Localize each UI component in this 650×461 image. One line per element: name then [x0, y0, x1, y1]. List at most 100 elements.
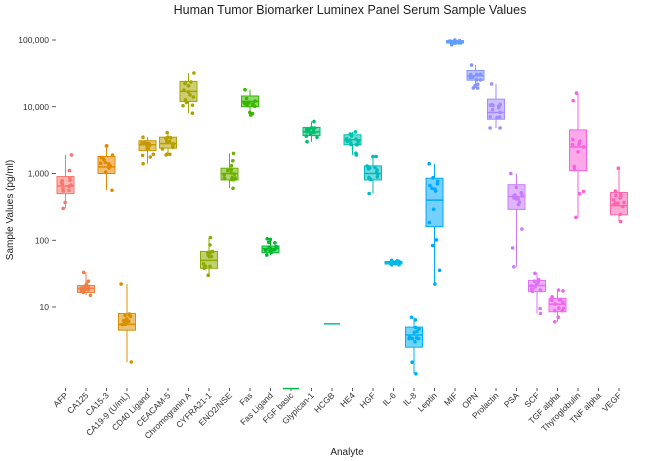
box-24 [548, 288, 567, 324]
data-point [267, 245, 272, 249]
data-point [201, 262, 206, 266]
box-10 [261, 237, 280, 257]
data-point [375, 172, 380, 176]
data-point [611, 198, 616, 202]
data-point [208, 235, 213, 240]
data-point [416, 336, 421, 341]
x-tick-label: HCGB [312, 390, 337, 415]
data-point [165, 152, 169, 156]
data-point [273, 241, 277, 245]
x-tick-label: VEGF [600, 390, 623, 413]
data-point [576, 150, 580, 154]
box-27 [610, 166, 628, 224]
box-14 [343, 130, 362, 157]
data-point [160, 147, 165, 151]
data-point [268, 237, 273, 242]
box-1 [77, 270, 95, 298]
data-point [61, 206, 65, 211]
data-point [468, 72, 473, 77]
data-point [354, 151, 358, 155]
data-point [248, 110, 252, 115]
data-point [453, 41, 458, 45]
data-point [348, 138, 353, 143]
data-point [67, 168, 72, 173]
data-point [489, 82, 494, 86]
data-point [110, 153, 115, 157]
data-point [189, 80, 193, 84]
data-point [163, 136, 168, 141]
data-point [141, 161, 145, 166]
data-point [412, 330, 417, 335]
data-point [222, 176, 227, 180]
y-tick-label: 1,000 [28, 169, 50, 179]
data-point [250, 111, 255, 116]
data-point [414, 372, 418, 376]
data-point [81, 270, 86, 275]
box-5 [159, 130, 177, 157]
data-point [147, 141, 151, 146]
data-point [490, 107, 495, 112]
data-point [208, 243, 212, 247]
data-point [110, 188, 114, 193]
x-tick-label: Leptin [415, 390, 439, 414]
data-point [88, 293, 93, 298]
data-point [353, 130, 358, 134]
data-point [538, 306, 542, 311]
data-point [367, 191, 372, 196]
data-point [413, 318, 418, 322]
data-point [151, 152, 156, 157]
data-point [512, 196, 516, 200]
data-point [561, 289, 565, 293]
data-point [613, 201, 618, 205]
data-point [512, 265, 516, 269]
data-point [63, 200, 67, 205]
data-point [530, 287, 535, 292]
data-point [616, 166, 621, 170]
box-21 [487, 82, 505, 130]
data-point [520, 227, 524, 231]
data-point [86, 279, 91, 284]
data-point [81, 290, 86, 295]
box-19 [446, 38, 464, 47]
data-point [549, 298, 554, 303]
data-point [413, 325, 418, 330]
data-point [103, 170, 108, 174]
data-point [433, 282, 437, 286]
data-point [474, 78, 479, 82]
data-point [207, 252, 211, 256]
data-point [510, 246, 515, 250]
data-point [206, 273, 210, 278]
data-point [410, 336, 415, 341]
data-point [533, 271, 537, 276]
data-point [265, 253, 269, 257]
data-point [532, 279, 537, 284]
data-point [354, 142, 359, 147]
data-point [367, 175, 371, 180]
data-point [231, 151, 236, 156]
data-point [232, 172, 237, 176]
data-point [497, 115, 502, 119]
data-point [478, 72, 483, 77]
data-point [188, 93, 192, 97]
data-point [265, 237, 270, 241]
data-point [473, 83, 477, 88]
data-point [495, 115, 499, 120]
x-tick-label: PSA [502, 390, 521, 409]
data-point [529, 284, 533, 288]
data-point [581, 189, 586, 194]
data-point [165, 139, 169, 143]
data-point [514, 185, 518, 190]
data-point [247, 100, 251, 104]
data-point [190, 103, 195, 107]
chart-title: Human Tumor Biomarker Luminex Panel Seru… [174, 3, 527, 17]
data-point [129, 360, 134, 364]
data-point [613, 189, 618, 193]
data-point [513, 193, 517, 197]
data-point [572, 167, 577, 172]
data-point [186, 90, 191, 94]
data-point [61, 189, 66, 193]
data-point [478, 78, 483, 82]
data-point [498, 110, 502, 115]
data-point [231, 177, 236, 182]
